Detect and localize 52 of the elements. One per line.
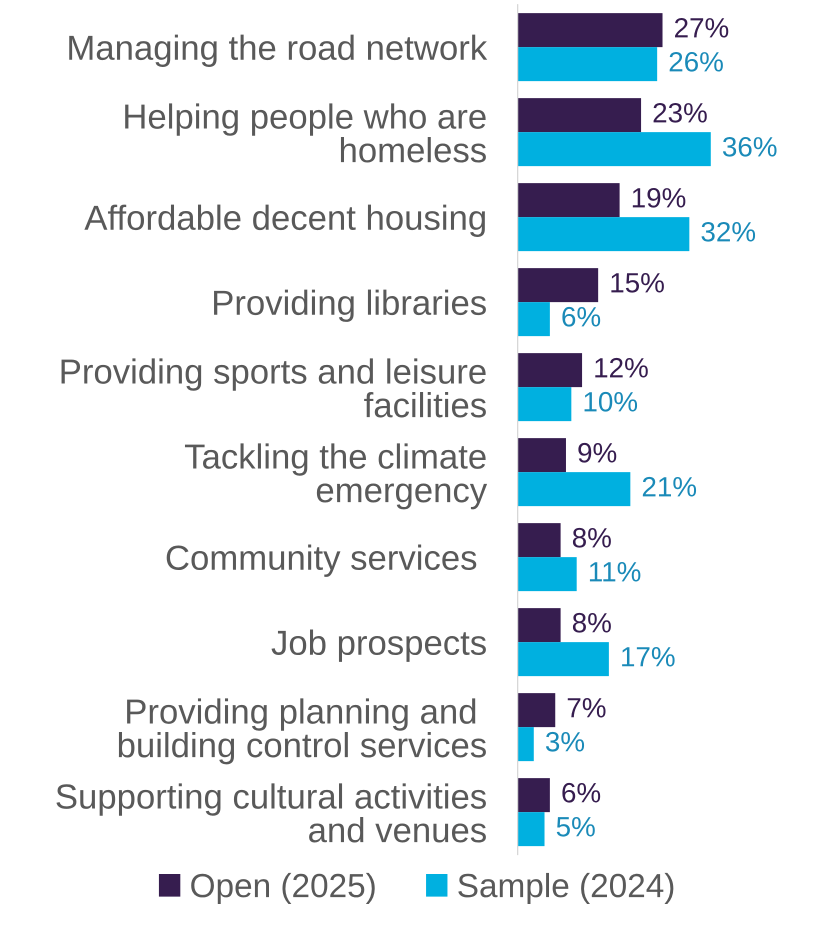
bar bbox=[518, 98, 642, 132]
y-tick-label: Helping people who are homeless bbox=[125, 103, 486, 163]
bar bbox=[518, 268, 598, 302]
bar bbox=[518, 608, 561, 642]
y-tick-label: Job prospects bbox=[272, 630, 486, 662]
bar bbox=[518, 727, 534, 762]
bar bbox=[518, 217, 690, 252]
legend-label: Sample (2024) bbox=[458, 872, 674, 904]
bar bbox=[518, 387, 572, 422]
data-label: 8% bbox=[572, 528, 611, 548]
data-label: 12% bbox=[595, 358, 648, 378]
data-label: 17% bbox=[622, 647, 675, 666]
data-label: 10% bbox=[584, 392, 638, 412]
data-label: 5% bbox=[556, 817, 595, 837]
bar bbox=[518, 353, 582, 388]
bar bbox=[518, 132, 711, 166]
data-label: 9% bbox=[578, 442, 616, 463]
y-tick-label: Supporting cultural activities and venues bbox=[56, 783, 486, 842]
bar bbox=[518, 47, 658, 82]
bar bbox=[518, 642, 609, 676]
bar bbox=[518, 693, 556, 728]
bar bbox=[518, 183, 620, 218]
y-tick-label: Providing libraries bbox=[214, 290, 486, 322]
bar bbox=[518, 812, 545, 846]
data-label: 7% bbox=[568, 698, 606, 718]
y-tick-label: Tackling the climate emergency bbox=[184, 443, 488, 510]
bar bbox=[518, 557, 577, 592]
data-label: 19% bbox=[632, 188, 686, 208]
data-label: 21% bbox=[642, 476, 696, 496]
data-label: 8% bbox=[572, 612, 611, 633]
bar bbox=[518, 13, 663, 48]
y-tick-label: Providing sports and leisure facilities bbox=[62, 358, 486, 418]
data-label: 32% bbox=[702, 222, 756, 242]
y-tick-label: Providing planning and building control services bbox=[118, 698, 486, 764]
data-label: 11% bbox=[590, 562, 640, 582]
bar bbox=[518, 438, 566, 472]
bar bbox=[518, 302, 550, 336]
bar bbox=[518, 778, 550, 812]
data-label: 23% bbox=[654, 102, 707, 123]
data-label: 15% bbox=[611, 273, 664, 293]
y-tick-label: Community services bbox=[166, 544, 476, 577]
bar bbox=[518, 472, 630, 506]
data-label: 36% bbox=[722, 136, 777, 157]
data-label: 27% bbox=[675, 18, 728, 38]
legend-label: Open (2025) bbox=[191, 872, 375, 904]
data-label: 6% bbox=[562, 306, 600, 327]
data-label: 3% bbox=[546, 732, 584, 752]
data-label: 26% bbox=[670, 52, 723, 72]
y-tick-label: Managing the road network bbox=[69, 34, 488, 67]
data-label: 6% bbox=[562, 782, 600, 803]
bar bbox=[518, 523, 561, 558]
y-tick-label: Affordable decent housing bbox=[84, 204, 485, 237]
